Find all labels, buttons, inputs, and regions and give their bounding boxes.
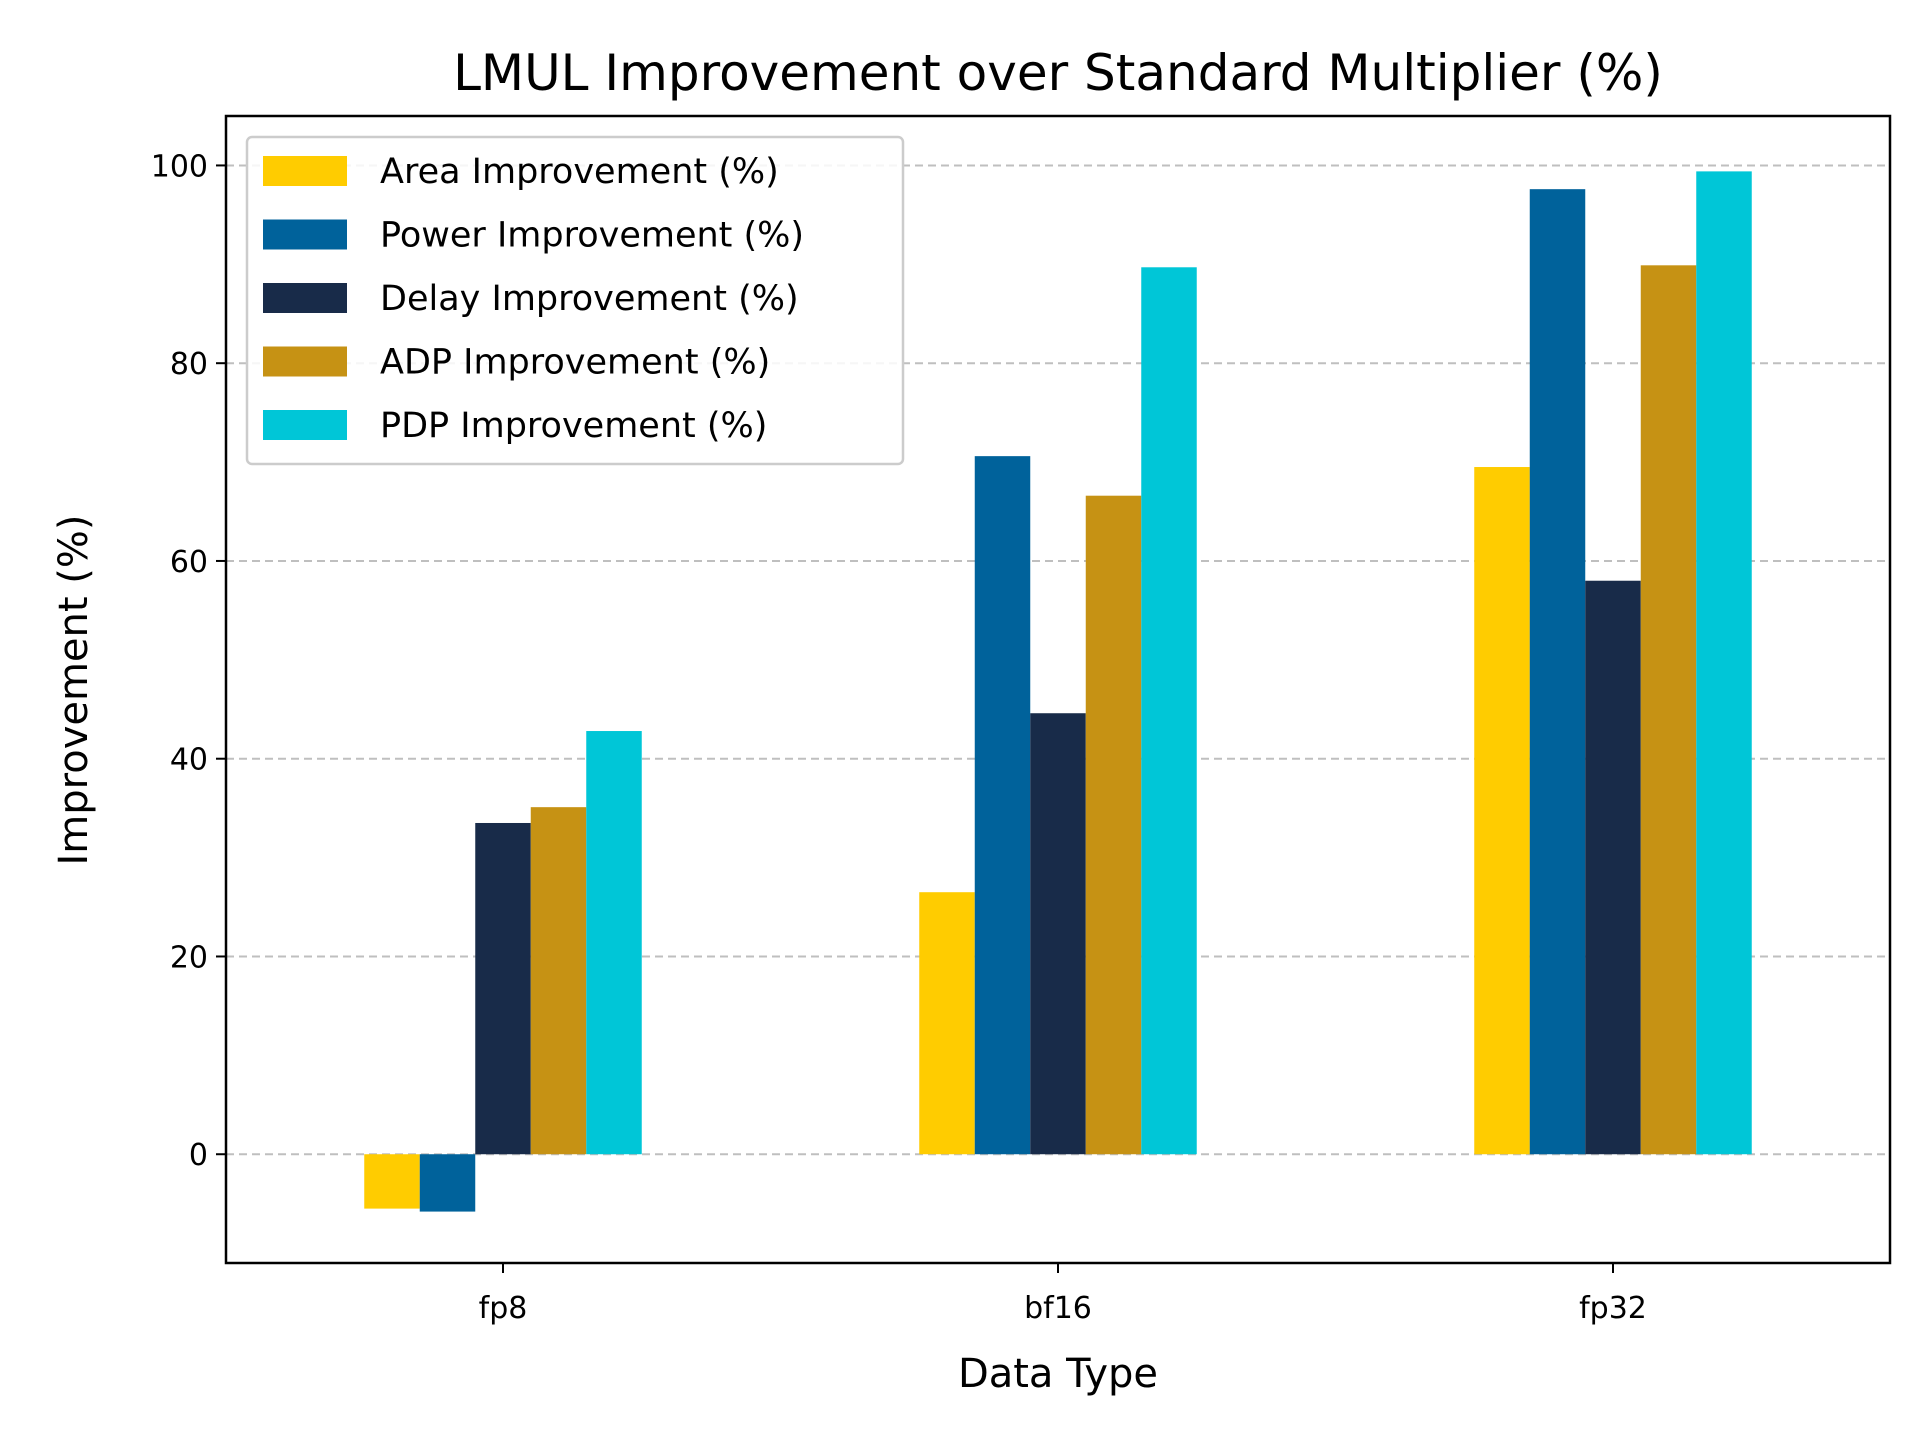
legend-label: ADP Improvement (%)	[380, 343, 770, 383]
bar	[475, 822, 531, 1155]
x-tick-label: fp8	[479, 1291, 528, 1326]
bar	[974, 456, 1031, 1155]
legend: Area Improvement (%) Power Improvement (%…	[245, 135, 905, 466]
x-tick-label: fp32	[1579, 1291, 1647, 1326]
legend-swatch	[263, 219, 347, 250]
y-tick-label: 0	[189, 1138, 208, 1173]
bars	[364, 171, 1752, 1212]
legend-label: Power Improvement (%)	[380, 216, 804, 256]
bar	[364, 1154, 420, 1209]
bar	[586, 731, 642, 1155]
y-axis-label: Improvement (%)	[51, 514, 97, 865]
x-tick-label: bf16	[1024, 1291, 1092, 1326]
chart-title: LMUL Improvement over Standard Multiplie…	[453, 44, 1663, 102]
y-tick-label: 40	[170, 743, 208, 778]
legend-swatch	[263, 410, 347, 440]
x-axis-label: Data Type	[958, 1351, 1158, 1397]
y-axis-ticks: 0 20 40 60 80 100	[151, 149, 226, 1173]
x-axis-ticks: fp8 bf16 fp32	[479, 1263, 1647, 1326]
bar	[1474, 467, 1530, 1155]
legend-label: Delay Improvement (%)	[380, 279, 799, 319]
bar	[530, 807, 587, 1155]
bar	[419, 1154, 476, 1212]
legend-swatch	[263, 346, 347, 377]
bar	[919, 892, 975, 1155]
bar	[1585, 580, 1641, 1155]
bar	[1640, 265, 1697, 1155]
bar	[1085, 495, 1142, 1155]
legend-label: Area Improvement (%)	[380, 152, 779, 192]
legend-swatch	[263, 283, 347, 313]
y-tick-label: 80	[170, 347, 208, 382]
legend-swatch	[263, 156, 347, 186]
legend-label: PDP Improvement (%)	[380, 406, 767, 446]
y-tick-label: 100	[151, 149, 208, 184]
y-tick-label: 60	[170, 545, 208, 580]
legend-box	[245, 135, 905, 466]
bar	[1030, 713, 1086, 1155]
y-tick-label: 20	[170, 940, 208, 975]
bar	[1696, 171, 1752, 1155]
bar	[1141, 267, 1197, 1155]
bar	[1529, 189, 1586, 1155]
